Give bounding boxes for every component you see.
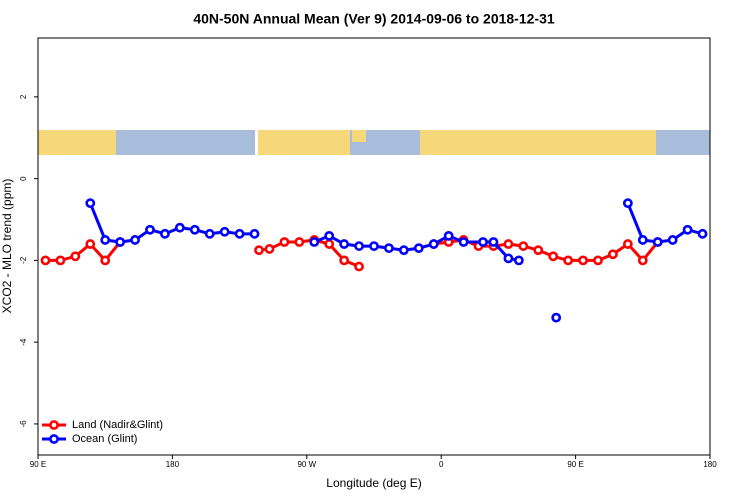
data-point [697, 228, 708, 239]
x-tick-label: 180 [166, 460, 180, 469]
data-point [551, 312, 562, 323]
map-land [38, 130, 116, 155]
data-point [160, 228, 170, 239]
data-point [608, 249, 618, 260]
data-point [458, 237, 469, 247]
data-point [100, 235, 111, 245]
chart-title: 40N-50N Annual Mean (Ver 9) 2014-09-06 t… [193, 11, 555, 27]
data-point [682, 224, 693, 235]
data-point [100, 255, 111, 266]
data-point [384, 243, 394, 254]
data-point [324, 239, 335, 249]
data-point [413, 243, 424, 254]
data-point [70, 251, 81, 262]
data-point [667, 235, 678, 245]
data-point [254, 245, 264, 256]
y-tick-label: -2 [19, 256, 28, 264]
data-point [548, 251, 559, 262]
data-point [369, 241, 379, 251]
y-tick-label: -6 [19, 420, 28, 428]
data-point [637, 235, 648, 245]
x-tick-label: 90 E [30, 460, 46, 469]
data-point [518, 241, 529, 251]
data-point [249, 228, 260, 239]
data-point [294, 237, 305, 247]
data-point [339, 255, 350, 266]
data-point [622, 239, 633, 249]
data-point [339, 239, 350, 249]
data-point [204, 228, 215, 239]
data-point [85, 198, 96, 209]
map-strip [38, 130, 710, 155]
series-line [626, 202, 703, 244]
y-tick-label: -4 [19, 338, 28, 346]
legend-marker [49, 420, 59, 430]
data-point [503, 239, 514, 249]
y-axis-label: XCO2 - MLO trend (ppm) [0, 179, 14, 314]
data-point [115, 237, 126, 247]
data-point [189, 224, 200, 235]
data-point [309, 237, 320, 247]
data-point [593, 255, 603, 266]
data-point [85, 239, 96, 249]
data-point [503, 253, 514, 264]
data-point [264, 244, 275, 254]
legend-label: Land (Nadir&Glint) [72, 419, 163, 431]
series-line [88, 202, 255, 244]
data-point [652, 237, 663, 247]
legend-label: Ocean (Glint) [72, 433, 137, 445]
data-point [443, 230, 454, 241]
data-point [354, 241, 364, 251]
data-point [324, 230, 335, 241]
map-land [352, 130, 366, 142]
data-point [354, 261, 364, 272]
data-point [55, 255, 66, 266]
map-seam [255, 130, 258, 155]
x-tick-label: 90 W [297, 460, 316, 469]
data-point [637, 255, 648, 266]
map-land [420, 130, 560, 155]
data-point [563, 255, 574, 266]
x-tick-label: 90 E [567, 460, 583, 469]
y-tick-label: 2 [19, 94, 28, 99]
data-point [130, 235, 140, 245]
data-point [478, 237, 488, 247]
y-tick-label: 0 [19, 176, 28, 181]
data-point [428, 239, 439, 249]
map-land [560, 130, 656, 155]
data-point [533, 245, 544, 256]
data-point [513, 255, 524, 266]
data-point [578, 255, 588, 266]
x-tick-label: 180 [703, 460, 717, 469]
data-point [40, 255, 51, 266]
data-point [234, 228, 245, 239]
data-point [622, 198, 633, 209]
data-point [145, 224, 155, 235]
map-land [258, 130, 350, 155]
data-point [174, 222, 185, 233]
data-point [279, 237, 290, 247]
plot-frame [37, 37, 711, 456]
legend: Land (Nadir&Glint) Ocean (Glint) [42, 419, 163, 445]
x-tick-label: 0 [439, 460, 444, 469]
data-point [488, 237, 499, 247]
x-axis-label: Longitude (deg E) [326, 476, 421, 490]
legend-marker [49, 434, 59, 444]
data-point [398, 245, 409, 256]
data-point [219, 226, 230, 237]
